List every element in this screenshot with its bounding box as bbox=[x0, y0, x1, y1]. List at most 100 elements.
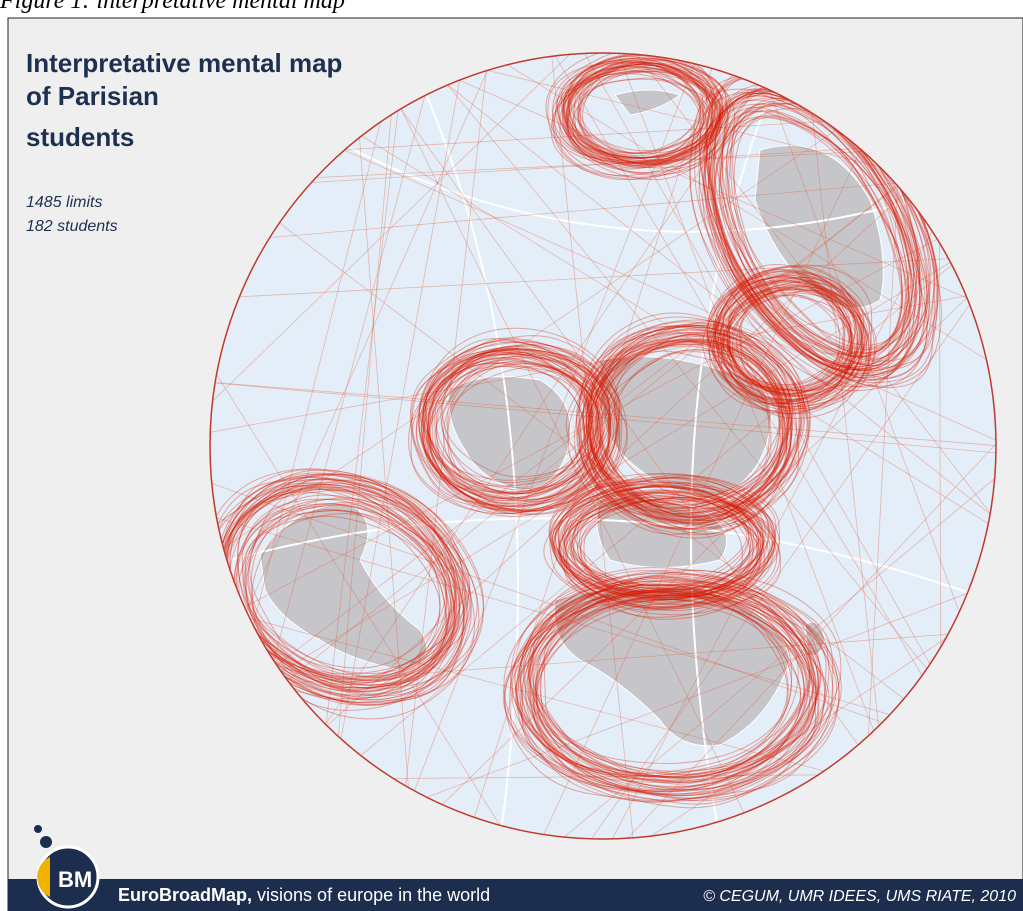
limit-line bbox=[237, 479, 471, 681]
limit-line bbox=[715, 270, 852, 388]
limit-line bbox=[528, 590, 793, 774]
limit-line bbox=[596, 331, 810, 531]
limit-line bbox=[474, 66, 893, 171]
limit-line bbox=[423, 351, 620, 512]
limit-line bbox=[566, 60, 721, 162]
limit-line bbox=[570, 496, 775, 610]
limit-line bbox=[427, 348, 628, 511]
limit-line bbox=[540, 142, 865, 839]
limit-line bbox=[731, 288, 863, 405]
limit-line bbox=[716, 276, 844, 386]
limit-line bbox=[569, 63, 713, 159]
limit-line bbox=[704, 103, 910, 374]
limit-line bbox=[576, 337, 790, 524]
limit-line bbox=[440, 344, 598, 484]
limit-line bbox=[550, 71, 713, 180]
footer-credit: © CEGUM, UMR IDEES, UMS RIATE, 2010 bbox=[703, 888, 1016, 905]
limit-line bbox=[218, 478, 456, 681]
limit-line bbox=[594, 338, 788, 510]
limit-line bbox=[630, 53, 996, 521]
limit-line bbox=[441, 79, 996, 520]
limit-line bbox=[554, 68, 714, 177]
limit-line bbox=[270, 86, 428, 670]
limit-line bbox=[527, 592, 820, 799]
limit-line bbox=[521, 582, 842, 803]
limit-line bbox=[233, 503, 465, 703]
limit-line bbox=[425, 365, 596, 510]
limit-line bbox=[215, 491, 456, 701]
limit-line bbox=[224, 483, 448, 675]
limit-line bbox=[551, 477, 773, 602]
limit-line bbox=[422, 362, 586, 502]
limit-line bbox=[412, 350, 600, 511]
tagline: visions of europe in the world bbox=[257, 885, 490, 905]
limit-line bbox=[556, 472, 996, 839]
limit-line bbox=[551, 485, 765, 597]
limit-line bbox=[713, 276, 845, 393]
limit-line bbox=[597, 332, 800, 514]
limit-line bbox=[564, 491, 769, 606]
limit-line bbox=[242, 61, 492, 620]
limit-line bbox=[247, 483, 470, 679]
limit-line bbox=[574, 63, 729, 169]
limit-line bbox=[599, 349, 788, 519]
limit-line bbox=[565, 325, 789, 528]
limit-line bbox=[426, 348, 610, 500]
limit-line bbox=[337, 146, 996, 444]
limit-line bbox=[599, 351, 782, 521]
limit-line bbox=[545, 53, 714, 163]
limit-line bbox=[575, 316, 794, 510]
limit-line bbox=[503, 580, 817, 783]
limit-line bbox=[590, 340, 785, 524]
limit-line bbox=[281, 633, 957, 685]
limit-line bbox=[549, 486, 764, 611]
limit-line bbox=[703, 92, 909, 368]
limit-line bbox=[226, 473, 484, 697]
limit-line bbox=[244, 509, 450, 689]
limit-line bbox=[550, 53, 927, 683]
limit-line bbox=[721, 275, 852, 391]
limit-line bbox=[709, 109, 910, 371]
limit-line bbox=[557, 490, 755, 601]
limit-line bbox=[536, 586, 817, 791]
limit-line bbox=[339, 71, 462, 748]
limit-line bbox=[523, 580, 837, 797]
limit-line bbox=[549, 477, 762, 593]
limit-line bbox=[590, 319, 805, 518]
limit-line bbox=[720, 291, 853, 404]
logo: BM bbox=[34, 825, 100, 909]
limit-line bbox=[585, 324, 790, 515]
limit-line bbox=[620, 436, 996, 839]
limit-line bbox=[229, 486, 472, 693]
limit-line bbox=[220, 476, 454, 679]
limit-line bbox=[210, 480, 890, 726]
limit-line bbox=[547, 61, 710, 167]
limit-line bbox=[241, 494, 458, 681]
limit-line bbox=[242, 509, 448, 683]
limit-line bbox=[535, 588, 810, 791]
limit-line bbox=[428, 358, 595, 499]
limit-line bbox=[425, 349, 589, 487]
limit-line bbox=[579, 497, 771, 601]
title-line: Interpretative mental map bbox=[26, 48, 342, 78]
limit-line bbox=[582, 70, 721, 159]
limit-line bbox=[563, 475, 781, 597]
limit-line bbox=[337, 106, 393, 746]
limit-line bbox=[424, 355, 597, 504]
limit-line bbox=[218, 472, 467, 686]
limit-line bbox=[586, 342, 786, 523]
limit-line bbox=[217, 125, 843, 553]
limit-line bbox=[527, 575, 811, 775]
limit-line bbox=[411, 57, 698, 798]
limit-line bbox=[712, 278, 853, 402]
limit-line bbox=[576, 335, 800, 539]
limit-line bbox=[355, 131, 995, 528]
limit-line bbox=[718, 265, 871, 392]
svg-text:BM: BM bbox=[58, 867, 92, 892]
limit-line bbox=[714, 115, 910, 365]
limit-line bbox=[518, 572, 819, 783]
limit-line bbox=[579, 312, 791, 515]
limit-line bbox=[722, 289, 852, 397]
limit-line bbox=[509, 588, 808, 793]
limit-line bbox=[638, 629, 959, 839]
